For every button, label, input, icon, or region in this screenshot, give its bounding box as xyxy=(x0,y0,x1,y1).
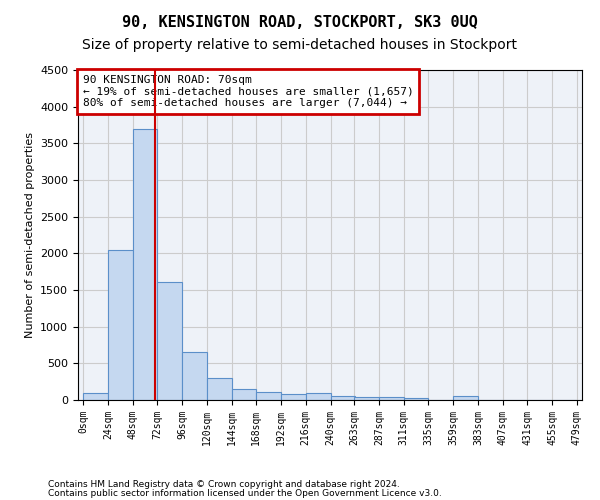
Bar xyxy=(207,378,232,400)
Bar xyxy=(404,398,428,400)
Bar xyxy=(182,352,207,400)
Bar xyxy=(256,392,281,400)
Bar xyxy=(232,389,256,400)
Bar xyxy=(331,396,355,400)
Bar xyxy=(306,392,331,400)
Bar xyxy=(453,396,478,400)
Text: Contains HM Land Registry data © Crown copyright and database right 2024.: Contains HM Land Registry data © Crown c… xyxy=(48,480,400,489)
Text: Size of property relative to semi-detached houses in Stockport: Size of property relative to semi-detach… xyxy=(83,38,517,52)
Bar xyxy=(354,398,379,400)
Bar xyxy=(108,250,133,400)
Bar xyxy=(157,282,182,400)
Text: 90, KENSINGTON ROAD, STOCKPORT, SK3 0UQ: 90, KENSINGTON ROAD, STOCKPORT, SK3 0UQ xyxy=(122,15,478,30)
Bar xyxy=(133,128,157,400)
Bar xyxy=(379,398,404,400)
Bar xyxy=(83,392,108,400)
Text: Contains public sector information licensed under the Open Government Licence v3: Contains public sector information licen… xyxy=(48,488,442,498)
Text: 90 KENSINGTON ROAD: 70sqm
← 19% of semi-detached houses are smaller (1,657)
80% : 90 KENSINGTON ROAD: 70sqm ← 19% of semi-… xyxy=(83,75,414,108)
Bar xyxy=(281,394,306,400)
Y-axis label: Number of semi-detached properties: Number of semi-detached properties xyxy=(25,132,35,338)
